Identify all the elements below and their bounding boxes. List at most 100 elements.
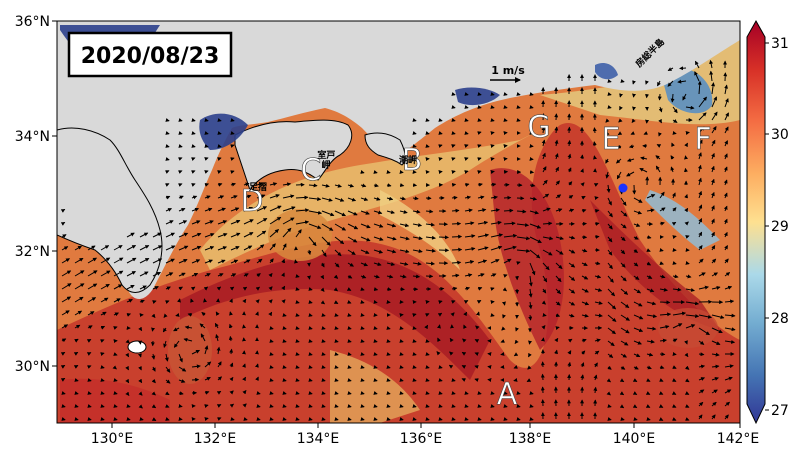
current-vector-arrow	[204, 299, 205, 302]
current-vector-arrow	[400, 185, 404, 186]
current-vector-arrow	[699, 354, 704, 355]
current-vector-arrow	[152, 328, 153, 331]
current-vector-arrow	[413, 185, 416, 186]
current-vector-arrow	[543, 374, 544, 380]
current-vector-arrow	[452, 197, 457, 198]
place-label-muroto-line2: 岬	[321, 159, 330, 171]
current-vector-arrow	[491, 132, 494, 133]
lat-axis: 36°N 34°N 32°N 30°N	[15, 14, 57, 375]
region-label-f: F	[694, 122, 711, 157]
current-vector-arrow	[504, 210, 513, 211]
current-vector-arrow	[361, 315, 364, 316]
current-vector-arrow	[231, 349, 232, 354]
current-vector-arrow	[387, 172, 390, 173]
current-vector-arrow	[634, 94, 635, 97]
current-vector-arrow	[673, 133, 676, 134]
sst-field	[57, 21, 740, 423]
current-vector-arrow	[488, 367, 491, 368]
current-vector-arrow	[595, 387, 596, 393]
current-vector-arrow	[660, 94, 661, 100]
lon-tick-label: 136°E	[400, 431, 443, 447]
current-vector-arrow	[439, 237, 448, 238]
current-vector-arrow	[543, 315, 546, 316]
current-vector-arrow	[686, 132, 689, 133]
lat-tick-label: 30°N	[15, 359, 50, 375]
current-vector-arrow	[530, 315, 531, 320]
current-vector-arrow	[488, 380, 491, 381]
station-marker	[619, 184, 628, 193]
region-label-g: G	[527, 110, 550, 145]
current-vector-arrow	[452, 262, 461, 263]
current-vector-arrow	[569, 141, 570, 146]
current-vector-arrow	[491, 158, 494, 159]
colorbar-tick-label: 31	[771, 36, 789, 52]
current-vector-arrow	[556, 127, 557, 133]
current-vector-arrow	[452, 224, 461, 225]
current-vector-arrow	[309, 276, 310, 279]
current-vector-arrow	[452, 250, 462, 251]
colorbar: 31 30 29 28 27	[747, 21, 789, 423]
current-vector-arrow	[501, 354, 504, 355]
place-label-shiono: 潮岬	[399, 154, 417, 166]
current-vector-arrow	[452, 184, 456, 185]
colorbar-tick-label: 29	[771, 219, 789, 235]
lon-tick-label: 132°E	[194, 431, 237, 447]
current-vector-arrow	[400, 289, 404, 290]
current-vector-arrow	[672, 94, 673, 102]
current-vector-arrow	[176, 315, 179, 316]
current-vector-arrow	[529, 341, 530, 344]
current-vector-arrow	[633, 107, 634, 110]
current-vector-arrow	[673, 236, 676, 237]
date-label: 2020/08/23	[81, 44, 220, 69]
current-vector-arrow	[686, 263, 689, 264]
current-vector-arrow	[452, 210, 459, 211]
lon-tick-label: 142°E	[717, 431, 760, 447]
current-vector-arrow	[685, 156, 686, 159]
current-vector-arrow	[660, 354, 665, 355]
current-vector-arrow	[439, 325, 440, 328]
current-vector-arrow	[504, 198, 511, 199]
current-vector-arrow	[543, 338, 544, 341]
current-vector-arrow	[594, 128, 595, 133]
current-vector-arrow	[374, 302, 377, 303]
lon-tick-label: 134°E	[297, 431, 340, 447]
colorbar-tick-label: 30	[771, 127, 789, 143]
lon-axis: 130°E 132°E 134°E 136°E 138°E 140°E 142°…	[91, 423, 760, 447]
current-vector-arrow	[660, 302, 670, 303]
current-vector-arrow	[595, 237, 599, 238]
current-vector-arrow	[594, 156, 595, 159]
lon-tick-label: 138°E	[509, 431, 552, 447]
place-label-muroto-line1: 室戸	[317, 149, 335, 161]
current-vector-arrow	[504, 302, 505, 305]
current-vector-arrow	[230, 337, 231, 342]
lat-tick-label: 36°N	[15, 14, 50, 30]
current-vector-arrow	[685, 169, 686, 173]
scale-label: 1 m/s	[491, 64, 525, 77]
colorbar-tick-label: 28	[771, 311, 789, 327]
current-vector-arrow	[296, 197, 308, 198]
lat-tick-label: 34°N	[15, 129, 50, 145]
current-vector-arrow	[673, 354, 676, 355]
current-vector-arrow	[556, 327, 559, 328]
current-vector-arrow	[491, 171, 494, 172]
current-vector-arrow	[595, 210, 599, 211]
place-label-ashizuri: 足摺	[249, 181, 267, 193]
current-vector-arrow	[491, 145, 494, 146]
current-vector-arrow	[140, 341, 141, 344]
current-vector-arrow	[680, 68, 686, 69]
region-label-e: E	[602, 122, 621, 157]
lon-tick-label: 130°E	[91, 431, 134, 447]
current-vector-arrow	[582, 224, 586, 225]
current-vector-arrow	[295, 260, 296, 263]
current-vector-arrow	[387, 289, 391, 290]
current-vector-arrow	[179, 406, 182, 407]
current-vector-arrow	[452, 171, 455, 172]
current-vector-arrow	[660, 250, 663, 251]
current-vector-arrow	[439, 172, 442, 173]
current-vector-arrow	[452, 237, 462, 238]
current-vector-arrow	[244, 325, 245, 328]
current-vector-arrow	[439, 289, 444, 290]
current-vector-arrow	[205, 418, 208, 419]
